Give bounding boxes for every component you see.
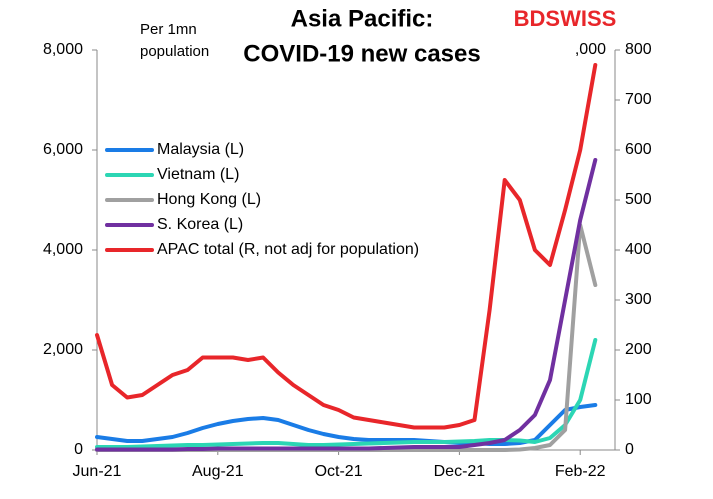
y-tick-label: 4,000 (43, 241, 83, 258)
series-line (95, 223, 598, 452)
x-tick-label: Jun-21 (73, 463, 122, 480)
series-line (95, 158, 598, 452)
y2-tick-label: 200 (625, 341, 652, 358)
y2-tick-label: 600 (625, 141, 652, 158)
y2-tick-label: 800 (625, 41, 652, 58)
y-tick-label: 0 (74, 441, 83, 458)
y2-tick-label: 400 (625, 241, 652, 258)
chart-title: Asia Pacific: (291, 5, 434, 32)
x-tick-label: Oct-21 (315, 463, 363, 480)
chart-title: COVID-19 new cases (243, 40, 480, 67)
y2-tick-label: 300 (625, 291, 652, 308)
y2-tick-label: 700 (625, 91, 652, 108)
y-axis-label: population (140, 43, 209, 60)
y-tick-label: 2,000 (43, 341, 83, 358)
legend-label: Hong Kong (L) (157, 191, 261, 208)
y2-tick-label: 100 (625, 391, 652, 408)
brand-logo: BDSWISS (514, 6, 617, 31)
y2-axis-label: ,000 (575, 41, 606, 58)
x-tick-label: Feb-22 (555, 463, 606, 480)
y-tick-label: 6,000 (43, 141, 83, 158)
y2-tick-label: 500 (625, 191, 652, 208)
series-line (95, 63, 598, 430)
legend-label: APAC total (R, not adj for population) (157, 241, 419, 258)
y2-tick-label: 0 (625, 441, 634, 458)
legend-label: Malaysia (L) (157, 141, 244, 158)
legend-label: Vietnam (L) (157, 166, 239, 183)
x-tick-label: Aug-21 (192, 463, 244, 480)
legend-label: S. Korea (L) (157, 216, 243, 233)
series-line (95, 403, 598, 446)
y-axis-label: Per 1mn (140, 21, 197, 38)
x-tick-label: Dec-21 (434, 463, 486, 480)
series-line (95, 338, 598, 449)
y-tick-label: 8,000 (43, 41, 83, 58)
